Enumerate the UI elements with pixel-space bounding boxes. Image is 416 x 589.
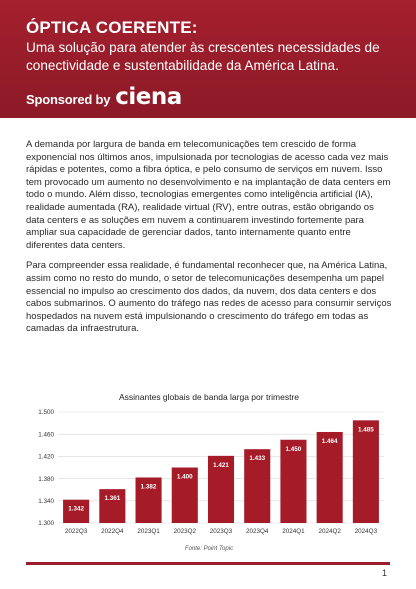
page-number: 1: [382, 568, 388, 578]
bar-value-label: 1.400: [177, 474, 193, 481]
bar: [63, 499, 90, 523]
banner-subtitle-line-2: conectividade e sustentabilidade da Amér…: [26, 58, 339, 73]
y-tick-label: 1.340: [38, 498, 54, 505]
bar-value-label: 1.382: [141, 483, 157, 490]
bar-value-label: 1.421: [213, 462, 229, 469]
y-tick-label: 1.300: [38, 520, 54, 527]
x-tick-label: 2022Q4: [101, 528, 124, 535]
article-body: A demanda por largura de banda em teleco…: [26, 139, 392, 344]
x-tick-label: 2024Q3: [355, 528, 378, 535]
bar: [207, 455, 235, 523]
y-tick-label: 1.380: [38, 476, 54, 483]
bar: [99, 489, 126, 523]
sponsored-by-label: Sponsored by: [26, 92, 111, 107]
chart-source: Fonte: Point Topic: [184, 546, 234, 552]
y-tick-label: 1.420: [38, 454, 54, 461]
x-tick-label: 2023Q2: [174, 528, 197, 535]
bar: [280, 439, 307, 523]
header-banner: ÓPTICA COERENTE: Uma solução para atende…: [0, 0, 416, 118]
banner-title: ÓPTICA COERENTE:: [26, 18, 198, 37]
banner-subtitle-line-1: Uma solução para atender às crescentes n…: [26, 40, 380, 55]
x-tick-label: 2024Q1: [282, 528, 305, 535]
bar: [244, 449, 271, 523]
bar-value-label: 1.464: [322, 438, 338, 445]
x-tick-label: 2024Q2: [318, 528, 341, 535]
bar-value-label: 1.342: [68, 506, 84, 513]
broadband-chart: Assinantes globais de banda larga por tr…: [26, 392, 392, 560]
bar-value-label: 1.450: [286, 446, 302, 453]
bar: [352, 420, 379, 523]
bar: [171, 467, 198, 523]
y-tick-label: 1.500: [38, 409, 54, 416]
footer-rule: [26, 562, 390, 565]
bar-value-label: 1.433: [249, 455, 265, 462]
x-tick-label: 2023Q4: [246, 528, 269, 535]
bar: [316, 431, 343, 523]
x-tick-label: 2023Q3: [210, 528, 233, 535]
bar-value-label: 1.485: [358, 426, 374, 433]
y-tick-label: 1.460: [38, 431, 54, 438]
x-tick-label: 2023Q1: [137, 528, 160, 535]
article-paragraph-1: A demanda por largura de banda em teleco…: [26, 139, 391, 251]
sponsor-row: Sponsored by ciena: [26, 84, 182, 110]
article-paragraph-2: Para compreender essa realidade, é funda…: [26, 260, 392, 335]
bar-value-label: 1.361: [104, 495, 120, 502]
chart-title: Assinantes globais de banda larga por tr…: [118, 392, 300, 402]
ciena-logo: ciena: [115, 84, 182, 110]
chart-plot: 1.300 1.340 1.380 1.420 1.460 1.500 1.342 2022Q…: [38, 409, 384, 535]
x-tick-label: 2022Q3: [65, 528, 88, 535]
bar: [135, 477, 162, 523]
